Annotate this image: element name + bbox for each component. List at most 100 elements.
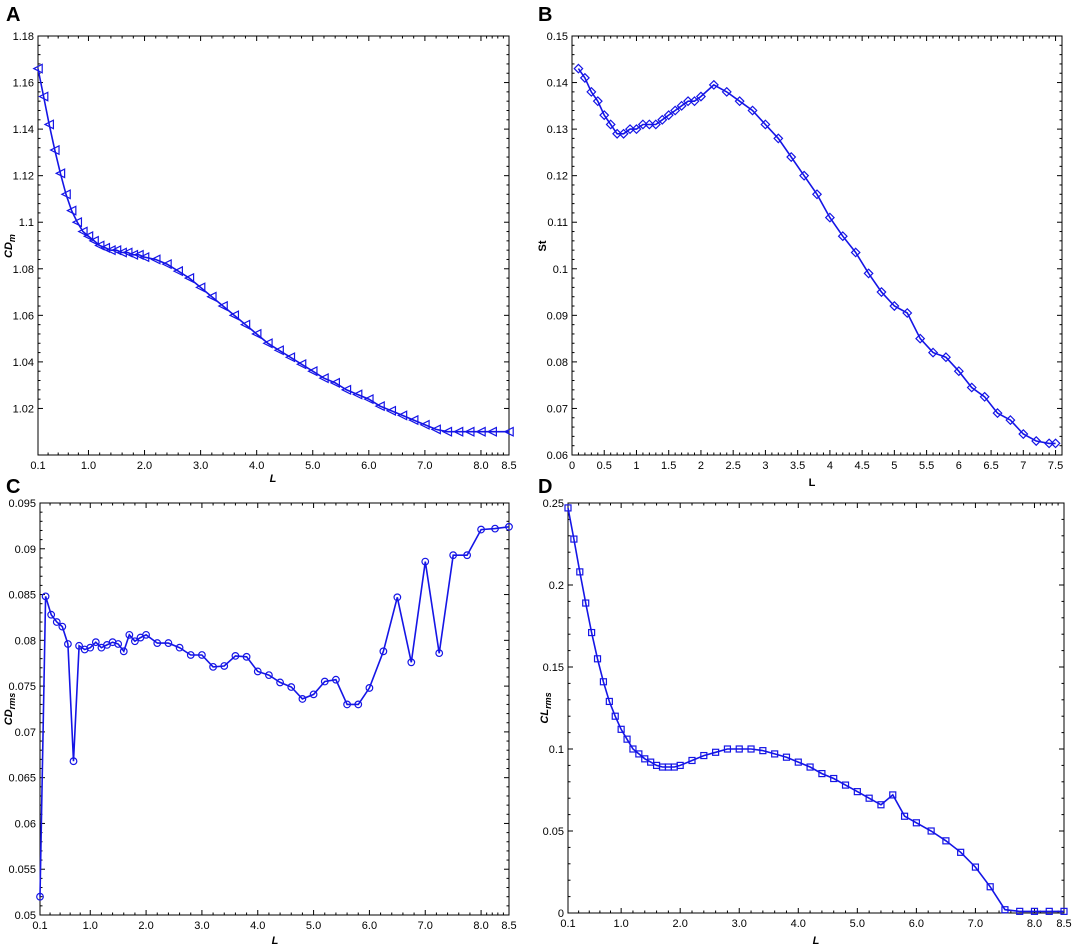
panel-a-data-point xyxy=(94,240,105,251)
panel-d-minor-ticks xyxy=(568,503,1064,913)
panel-c-y-tick-label: 0.065 xyxy=(8,773,36,785)
panel-b-data-point xyxy=(1005,415,1016,426)
panel-b-x-tick-label: 0 xyxy=(569,460,575,472)
panel-c-x-tick-label: 6.0 xyxy=(362,920,377,932)
panel-d-data-point xyxy=(759,747,767,755)
panel-c-data-point xyxy=(463,551,472,560)
panel-b-x-tick-label: 3.5 xyxy=(790,460,805,472)
panel-a-minor-ticks xyxy=(38,36,509,455)
panel-a-data-point xyxy=(195,282,206,293)
panel-a-data-point xyxy=(228,310,240,321)
panel-c-x-ticks: 0.1 1.0 2.0 3.0 4.0 5.0 6.0 7.0 8.0 8.5 xyxy=(32,503,517,932)
panel-b-y-tick-label: 0.08 xyxy=(547,357,568,369)
panel-b-y-tick-label: 0.1 xyxy=(553,264,568,276)
panel-b-data-point xyxy=(940,352,951,363)
panel-b-letter: B xyxy=(538,4,552,26)
panel-a-data-point xyxy=(475,426,486,437)
panel-b-data-point xyxy=(599,110,610,121)
panel-c-data-point xyxy=(131,637,139,646)
panel-b-y-tick-label: 0.13 xyxy=(547,124,568,136)
panel-a-data-point xyxy=(503,426,514,437)
panel-c-y-tick-label: 0.08 xyxy=(15,635,36,647)
panel-b-x-tick-label: 5 xyxy=(891,460,897,472)
panel-c-data-point xyxy=(393,593,402,602)
panel-d-data-point xyxy=(986,883,994,891)
panel-d-x-tick-label: 2.0 xyxy=(673,918,688,930)
panel-a-data-point xyxy=(452,426,464,437)
panel-b-data-point xyxy=(773,133,784,144)
panel-a-data-point xyxy=(430,424,441,435)
panel-b-data-point xyxy=(1018,429,1029,440)
panel-c-y-axis-label-main: CD xyxy=(3,709,15,725)
panel-b-data-point xyxy=(650,119,661,130)
panel-d-data-point xyxy=(942,837,950,845)
panel-c-data-point xyxy=(47,610,56,619)
panel-c-data-point xyxy=(125,630,134,639)
panel-b-data-point xyxy=(1050,438,1061,449)
panel-a-data-point xyxy=(49,144,60,156)
panel-b-data-point xyxy=(824,212,835,223)
panel-c-data-point xyxy=(449,551,458,560)
panel-d-data-point xyxy=(629,745,637,753)
panel-b-data-point xyxy=(747,105,758,116)
panel-c-x-tick-label: 8.5 xyxy=(501,920,516,932)
panel-b-y-tick-label: 0.09 xyxy=(547,310,568,322)
panel-d-data-point xyxy=(912,819,920,827)
panel-d-data-point xyxy=(623,735,631,743)
panel-b-x-tick-label: 5.5 xyxy=(919,460,934,472)
panel-d-data-point xyxy=(617,725,625,733)
panel-a-x-tick-label: 3.0 xyxy=(193,460,208,472)
panel-a-data-point xyxy=(66,205,77,216)
panel-d-y-tick-label: 0.25 xyxy=(543,498,564,510)
panel-d-data-point xyxy=(900,812,909,820)
panel-d-x-tick-label: 6.0 xyxy=(909,918,924,930)
panel-c-data-point xyxy=(276,678,284,687)
panel-a-x-tick-label: 6.0 xyxy=(361,460,376,472)
panel-d-data-point xyxy=(588,628,596,637)
panel-c-y-ticks: 0.05 0.055 0.06 0.065 0.07 0.075 0.08 0.085 0.09… xyxy=(8,498,509,922)
panel-b-data-point xyxy=(915,333,926,344)
panel-a-data-point xyxy=(239,319,251,330)
panel-d-data-point xyxy=(889,791,897,799)
panel-a-data-point xyxy=(88,235,99,247)
panel-d: D 0.1 1.0 2.0 3.0 4.0 5.0 6.0 7.0 8.0 8.5 00.050.… xyxy=(538,476,1072,947)
panel-a-x-tick-label: 0.1 xyxy=(30,460,45,472)
panel-d-plot-frame xyxy=(567,502,1065,914)
panel-a-data-point xyxy=(408,414,419,426)
panel-c-markers xyxy=(36,522,513,901)
panel-c-y-tick-label: 0.085 xyxy=(8,590,36,602)
panel-a-data-point xyxy=(133,249,144,260)
panel-b-data-point xyxy=(670,105,681,116)
panel-b-y-axis-label: St xyxy=(537,240,549,251)
panel-a-x-axis-label: L xyxy=(270,473,277,485)
panel-a-data-point xyxy=(38,91,49,102)
panel-c-y-tick-label: 0.095 xyxy=(8,498,36,510)
panel-b-data-point xyxy=(837,231,848,242)
panel-b-plot-frame xyxy=(571,35,1063,456)
panel-a-data-point xyxy=(396,410,408,421)
panel-c-data-point xyxy=(242,652,251,661)
panel-c-data-point xyxy=(220,662,229,670)
panel-c-data-point xyxy=(287,683,296,691)
panel-a-y-ticks: 1.02 1.04 1.06 1.08 1.1 1.12 1.14 1.16 1.18 xyxy=(13,31,509,415)
panel-b-data-point xyxy=(663,110,674,121)
panel-d-data-point xyxy=(599,678,608,686)
panel-c-y-tick-label: 0.055 xyxy=(8,864,36,876)
panel-a-data-point xyxy=(99,242,111,253)
panel-d-y-axis-label: CLrms xyxy=(539,692,553,723)
panel-d-data-point xyxy=(782,753,791,761)
panel-b-data-point xyxy=(695,91,706,102)
panel-b-x-tick-label: 2.5 xyxy=(726,460,741,472)
panel-d-data-point xyxy=(611,712,619,720)
panel-b-x-tick-label: 4.5 xyxy=(854,460,869,472)
panel-d-y-tick-label: 0.1 xyxy=(549,744,564,756)
panel-a-data-point xyxy=(295,359,307,370)
panel-a-data-point xyxy=(105,244,116,256)
panel-d-data-point xyxy=(1030,907,1039,915)
panel-d-data-point xyxy=(747,745,755,753)
panel-b-x-tick-label: 6.5 xyxy=(983,460,998,472)
panel-b-data-point xyxy=(876,287,887,298)
panel-c-data-point xyxy=(52,618,61,626)
panel-b-data-point xyxy=(979,391,990,402)
panel-c-x-tick-label: 0.1 xyxy=(32,920,47,932)
